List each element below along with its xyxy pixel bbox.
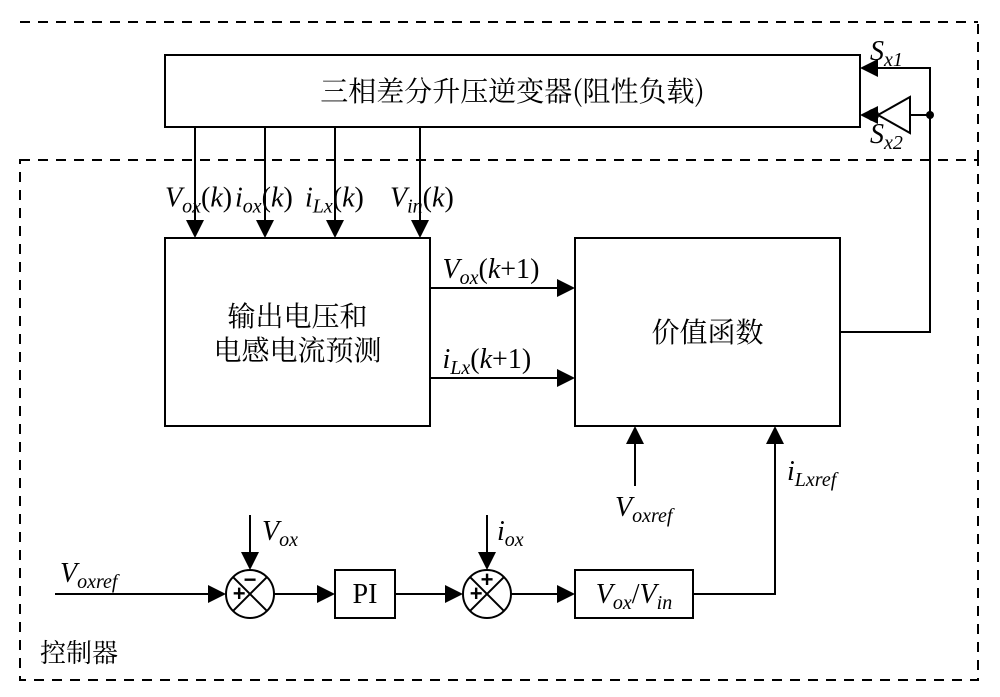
plant-out-label: iox(k): [235, 183, 293, 218]
plant-out-label: iLx(k): [305, 183, 364, 218]
cost-label: 价值函数: [651, 311, 763, 351]
gain-to-cost-wire: [693, 428, 775, 594]
voxref-to-cost-label: Voxref: [615, 492, 675, 527]
predictor-label-2: 电感电流预测: [213, 329, 381, 369]
vox-feedback-label: Vox: [262, 516, 298, 551]
pi-label: PI: [353, 579, 378, 610]
svg-text:+: +: [470, 581, 483, 606]
svg-text:+: +: [233, 581, 246, 606]
plant-label: 三相差分升压逆变器(阻性负载): [320, 70, 704, 110]
sx1-label: Sx1: [870, 36, 903, 71]
controller-title: 控制器: [40, 633, 118, 670]
predictor-out-label: iLx(k+1): [443, 344, 532, 379]
plant-out-label: Vin(k): [390, 183, 454, 218]
ilxref-label: iLxref: [787, 456, 839, 491]
plant-out-label: Vox(k): [165, 183, 232, 218]
predictor-out-label: Vox(k+1): [443, 254, 540, 289]
voxref-input-label: Voxref: [60, 558, 120, 593]
iox-feed-label: iox: [497, 516, 524, 551]
